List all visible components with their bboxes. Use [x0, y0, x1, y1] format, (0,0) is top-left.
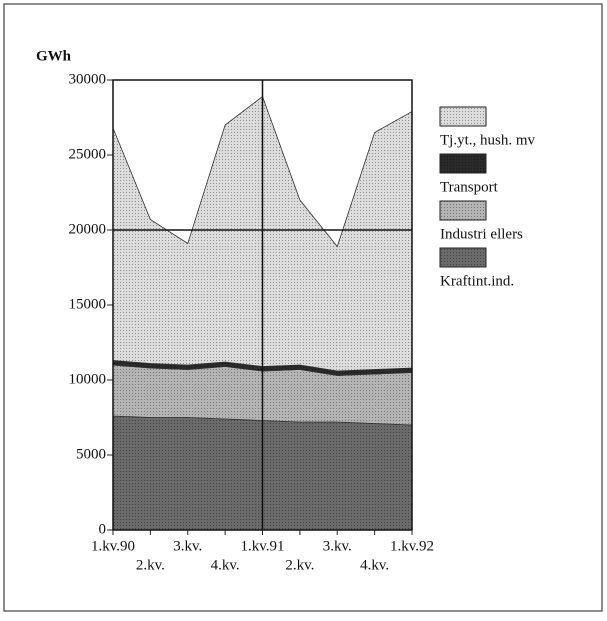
legend-swatch-texture — [440, 154, 486, 173]
legend-swatch-texture — [440, 107, 486, 126]
legend-label: Kraftint.ind. — [440, 273, 514, 289]
y-tick-label: 15000 — [69, 296, 107, 312]
legend-label: Tj.yt., hush. mv — [440, 132, 536, 148]
x-tick-label: 3.kv. — [173, 538, 202, 554]
x-tick-label: 2.kv. — [285, 557, 314, 573]
y-axis-label: GWh — [36, 48, 72, 64]
y-tick-label: 5000 — [76, 446, 106, 462]
legend-label: Industri ellers — [440, 226, 523, 242]
y-tick-label: 30000 — [69, 71, 107, 87]
x-tick-label: 4.kv. — [360, 557, 389, 573]
x-tick-label: 1.kv.90 — [91, 538, 135, 554]
y-tick-label: 25000 — [69, 146, 107, 162]
x-tick-label: 4.kv. — [211, 557, 240, 573]
frame — [3, 3, 603, 612]
legend-label: Transport — [440, 179, 499, 195]
x-tick-label: 1.kv.92 — [390, 538, 434, 554]
legend-swatch-texture — [440, 248, 486, 267]
legend-swatch-texture — [440, 201, 486, 220]
x-tick-label: 1.kv.91 — [240, 538, 284, 554]
y-tick-label: 20000 — [69, 221, 107, 237]
y-tick-label: 0 — [99, 521, 107, 537]
x-tick-label: 2.kv. — [136, 557, 165, 573]
x-tick-label: 3.kv. — [323, 538, 352, 554]
y-tick-label: 10000 — [69, 371, 107, 387]
